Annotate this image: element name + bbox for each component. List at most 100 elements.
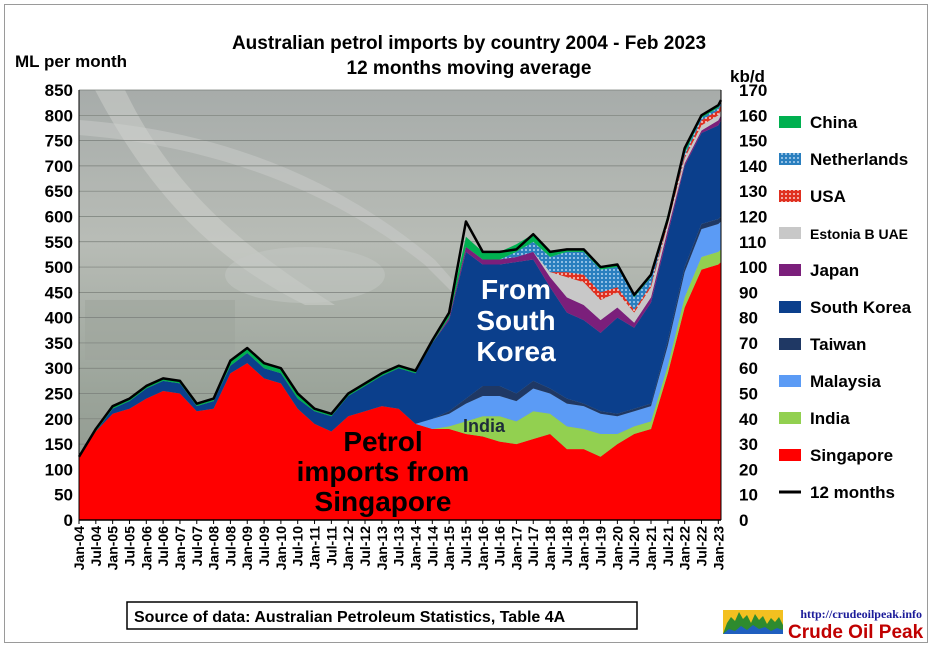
legend-label: India xyxy=(810,409,850,428)
legend-swatch xyxy=(779,190,801,202)
y-tick-left-label: 800 xyxy=(45,106,73,125)
y-tick-left-label: 850 xyxy=(45,81,73,100)
y-tick-right-label: 0 xyxy=(739,511,748,530)
x-tick-label: Jan-09 xyxy=(239,526,255,571)
chart: Australian petrol imports by country 200… xyxy=(15,33,924,643)
x-tick-label: Jul-17 xyxy=(525,526,541,567)
legend-swatch xyxy=(779,412,801,424)
y-tick-left-label: 600 xyxy=(45,207,73,226)
stacked-areas xyxy=(79,100,721,520)
legend-label: Malaysia xyxy=(810,372,881,391)
legend-item-malaysia: Malaysia xyxy=(779,372,881,391)
y-tick-left-label: 50 xyxy=(54,486,73,505)
x-tick-label: Jul-15 xyxy=(458,526,474,567)
y-tick-left-label: 0 xyxy=(64,511,73,530)
chart-subtitle: 12 months moving average xyxy=(347,58,592,79)
annotation-singapore-line2: imports from xyxy=(297,456,470,487)
x-ticks: Jan-04 Jul-04 Jan-05 Jul-05 Jan-06 Jul-06 Jan-… xyxy=(71,520,726,570)
legend-item-china: China xyxy=(779,113,858,132)
x-tick-label: Jan-08 xyxy=(206,526,222,571)
x-tick-label: Jan-18 xyxy=(542,526,558,571)
x-tick-label: Jan-13 xyxy=(374,526,390,571)
y-ticks-left: 0 50 100 150 200 250 300 350 400 450 500 550 600 650 7… xyxy=(45,81,73,530)
x-tick-label: Jul-12 xyxy=(357,526,373,567)
y-tick-right-label: 160 xyxy=(739,106,767,125)
x-tick-label: Jul-22 xyxy=(693,526,709,567)
legend-label: USA xyxy=(810,187,846,206)
x-tick-label: Jan-19 xyxy=(576,526,592,571)
x-tick-label: Jul-16 xyxy=(492,526,508,567)
source-text: Source of data: Australian Petroleum Sta… xyxy=(134,609,566,626)
annotation-korea: From South Korea xyxy=(476,274,556,367)
x-tick-label: Jan-20 xyxy=(609,526,625,571)
source-url-link[interactable]: http://crudeoilpeak.info xyxy=(800,607,922,621)
y-tick-right-label: 30 xyxy=(739,435,758,454)
x-tick-label: Jan-05 xyxy=(105,526,121,571)
y-tick-left-label: 450 xyxy=(45,283,73,302)
brand-name: Crude Oil Peak xyxy=(788,622,924,643)
y-tick-left-label: 100 xyxy=(45,460,73,479)
y-tick-left-label: 400 xyxy=(45,309,73,328)
x-tick-label: Jan-12 xyxy=(340,526,356,571)
legend-swatch xyxy=(779,264,801,276)
annotation-korea-line1: From xyxy=(481,274,551,305)
x-tick-label: Jan-11 xyxy=(307,526,323,570)
y-axis-right-label: kb/d xyxy=(730,67,765,86)
y-tick-left-label: 300 xyxy=(45,359,73,378)
annotation-korea-line2: South xyxy=(476,305,555,336)
y-tick-left-label: 700 xyxy=(45,157,73,176)
y-tick-left-label: 650 xyxy=(45,182,73,201)
x-tick-label: Jul-13 xyxy=(391,526,407,567)
source-box xyxy=(126,601,638,630)
legend-label: South Korea xyxy=(810,298,912,317)
y-tick-right-label: 150 xyxy=(739,132,767,151)
legend-swatch xyxy=(779,153,801,165)
y-tick-right-label: 100 xyxy=(739,258,767,277)
y-axis-left-label: ML per month xyxy=(15,52,127,71)
y-tick-left-label: 550 xyxy=(45,233,73,252)
x-tick-label: Jan-04 xyxy=(71,526,87,571)
legend-swatch xyxy=(779,375,801,387)
y-tick-left-label: 350 xyxy=(45,334,73,353)
legend-item-japan: Japan xyxy=(779,261,859,280)
area-netherlands xyxy=(79,102,721,457)
y-tick-left-label: 750 xyxy=(45,132,73,151)
legend-item-singapore: Singapore xyxy=(779,446,893,465)
y-tick-right-label: 170 xyxy=(739,81,767,100)
y-tick-right-label: 10 xyxy=(739,486,758,505)
legend-swatch xyxy=(779,301,801,313)
legend-item-usa: USA xyxy=(779,187,846,206)
x-tick-label: Jan-14 xyxy=(407,526,423,571)
legend-label: Japan xyxy=(810,261,859,280)
x-tick-label: Jan-06 xyxy=(138,526,154,571)
area-singapore xyxy=(79,262,721,520)
annotation-singapore: Petrol imports from Singapore xyxy=(297,426,470,517)
total-line-layer xyxy=(77,99,723,458)
area-taiwan xyxy=(79,216,721,457)
chart-frame: Australian petrol imports by country 200… xyxy=(4,4,928,643)
x-tick-label: Jul-20 xyxy=(626,526,642,567)
x-tick-label: Jan-07 xyxy=(172,526,188,571)
annotation-singapore-line3: Singapore xyxy=(315,486,452,517)
legend-item-netherlands: Netherlands xyxy=(779,150,908,169)
legend-label: China xyxy=(810,113,858,132)
x-tick-label: Jan-16 xyxy=(475,526,491,571)
legend-label: Singapore xyxy=(810,446,893,465)
y-tick-right-label: 80 xyxy=(739,309,758,328)
area-south-korea xyxy=(79,120,721,457)
legend-label: Netherlands xyxy=(810,150,908,169)
legend-item-taiwan: Taiwan xyxy=(779,335,866,354)
annotation-korea-line3: Korea xyxy=(476,336,556,367)
x-tick-label: Jul-10 xyxy=(290,526,306,567)
legend-item-12-months: 12 months xyxy=(779,483,895,502)
x-tick-label: Jan-21 xyxy=(643,526,659,571)
y-tick-right-label: 90 xyxy=(739,283,758,302)
legend-label: 12 months xyxy=(810,483,895,502)
y-tick-left-label: 200 xyxy=(45,410,73,429)
x-tick-label: Jul-14 xyxy=(424,526,440,567)
legend-item-estonia-b-uae: Estonia B UAE xyxy=(779,226,908,242)
y-tick-right-label: 130 xyxy=(739,182,767,201)
legend-swatch xyxy=(779,227,801,239)
y-tick-right-label: 50 xyxy=(739,385,758,404)
x-tick-label: Jan-23 xyxy=(710,526,726,571)
